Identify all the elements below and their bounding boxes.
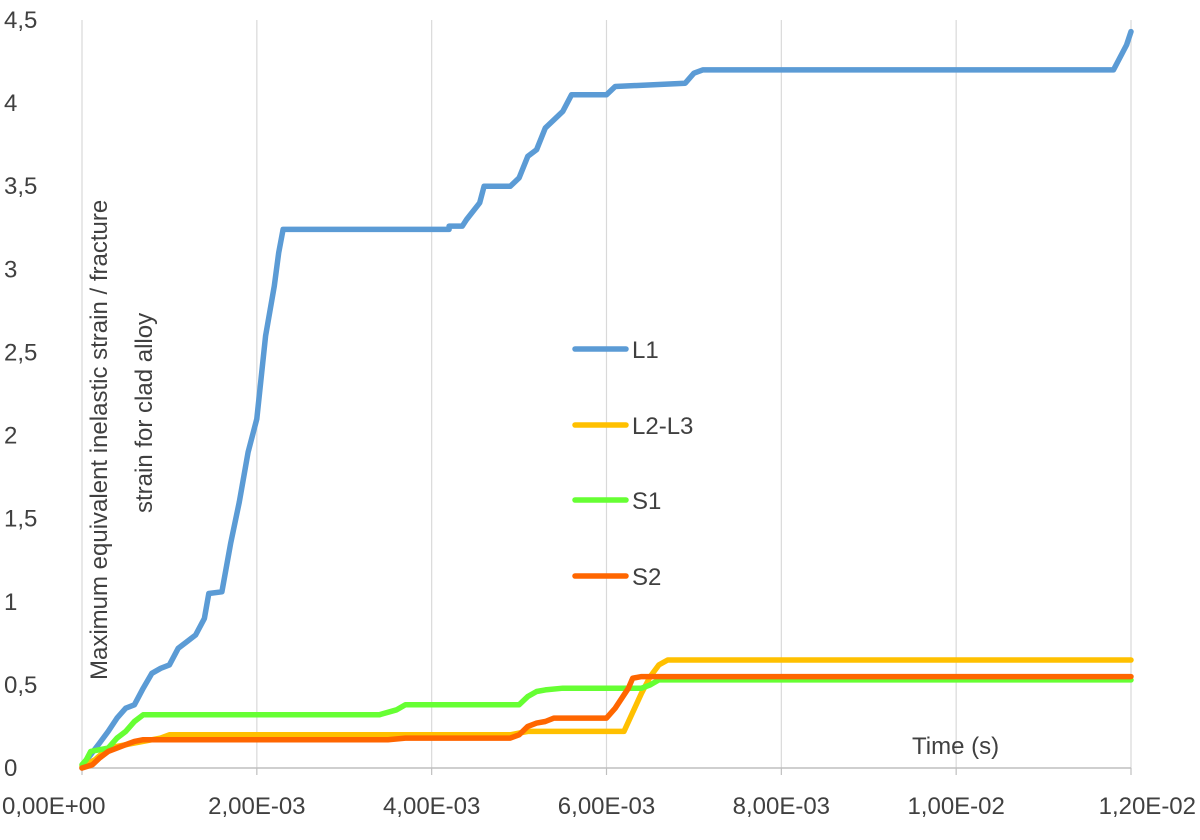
x-tick-label: 2,00E-03 [208, 793, 305, 820]
y-tick-label: 3 [4, 256, 17, 283]
x-tick-label: 1,20E-02 [1099, 793, 1196, 820]
legend-label: S2 [632, 564, 661, 591]
y-tick-label: 1,5 [4, 506, 37, 533]
grid [256, 20, 1132, 768]
y-axis-title-line-2: strain for clad alloy [131, 313, 158, 513]
x-tick-label: 1,00E-02 [907, 793, 1004, 820]
y-tick-label: 4,5 [4, 7, 37, 34]
y-tick-label: 2,5 [4, 339, 37, 366]
series-lines [79, 28, 1134, 771]
y-tick-label: 1 [4, 589, 17, 616]
y-tick-label: 2 [4, 423, 17, 450]
series-line-l1 [79, 28, 1134, 771]
legend: L1 L2-L3 S1 S2 [572, 337, 693, 591]
x-tick-label: 8,00E-03 [733, 793, 830, 820]
y-tick-label: 0 [4, 755, 17, 782]
x-tick-label: 6,00E-03 [558, 793, 655, 820]
axes: 0,00E+00 2,00E-03 4,00E-03 6,00E-03 8,00E-03… [2, 7, 1196, 820]
x-tick-label: 4,00E-03 [383, 793, 480, 820]
y-tick-label: 3,5 [4, 173, 37, 200]
x-axis-title: Time (s) [912, 733, 999, 760]
y-axis-title-line-1: Maximum equivalent inelastic strain / fr… [86, 200, 113, 680]
y-tick-label: 4 [4, 90, 17, 117]
legend-label: S1 [632, 488, 661, 515]
legend-label: L1 [632, 337, 659, 364]
legend-label: L2-L3 [632, 413, 693, 440]
series-line-s2 [79, 673, 1134, 771]
x-tick-label: 0,00E+00 [2, 793, 105, 820]
y-tick-label: 0,5 [4, 672, 37, 699]
